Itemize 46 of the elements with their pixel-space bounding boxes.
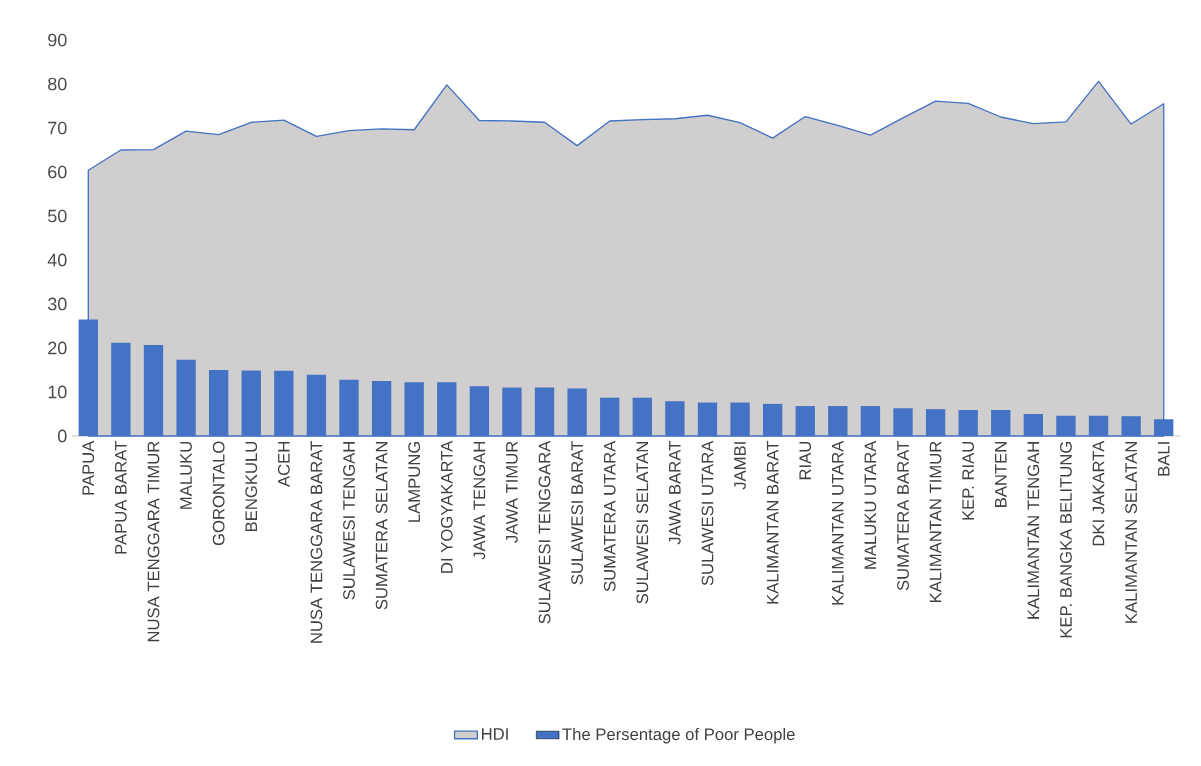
y-tick-label: 60 (48, 165, 67, 179)
x-tick-label: KALIMANTAN TENGAH (1027, 442, 1040, 619)
x-tick-label: LAMPUNG (408, 441, 421, 522)
y-tick-label: 50 (47, 209, 67, 223)
x-tick-label: KALIMANTAN TIMUR (929, 441, 942, 602)
x-tick-label: SULAWESI SELATAN (636, 442, 649, 604)
x-tick-label: KALIMANTAN BARAT (766, 441, 779, 604)
x-tick-label: NUSA TENGGARA TIMUR (147, 441, 160, 642)
x-tick-label: SUMATERA UTARA (603, 440, 616, 592)
x-tick-label: RIAU (799, 441, 812, 480)
x-tick-label: SULAWESI TENGAH (343, 442, 355, 600)
x-tick-label: SUMATERA SELATAN (375, 442, 388, 610)
x-tick-label: DKI JAKARTA (1092, 440, 1105, 546)
x-tick-label: KALIMANTAN UTARA (832, 440, 844, 605)
legend-label: The Persentage of Poor People (562, 727, 795, 744)
x-tick-label: SULAWESI TENGGARA (538, 440, 551, 624)
y-tick-label: 20 (48, 341, 67, 355)
x-tick-label: BALI (1157, 442, 1170, 476)
x-tick-label: PAPUA (82, 440, 95, 495)
x-tick-label: BENGKULU (245, 441, 258, 532)
x-tick-label: SULAWESI BARAT (571, 441, 584, 585)
x-tick-label: MALUKU (180, 441, 192, 509)
y-tick-label: 70 (48, 121, 67, 135)
x-tick-label: JAWA TIMUR (506, 441, 518, 543)
x-tick-label: NUSA TENGGARA BARAT (310, 441, 323, 643)
x-tick-label: JAWA TENGAH (473, 442, 486, 560)
y-tick-label: 30 (47, 297, 67, 311)
x-tick-label: JAMBI (734, 442, 746, 490)
y-tick-label: 80 (48, 77, 67, 91)
x-tick-label: BANTEN (995, 442, 1007, 507)
x-tick-label: PAPUA BARAT (115, 441, 127, 554)
y-tick-label: 40 (47, 253, 67, 267)
y-tick-label: 10 (48, 385, 67, 399)
x-tick-label: ACEH (277, 442, 290, 487)
x-tick-label: KEP. RIAU (962, 442, 974, 520)
x-tick-label: JAWA BARAT (669, 441, 681, 545)
legend-label: HDI (482, 728, 508, 740)
y-tick-label: 90 (48, 33, 67, 47)
x-tick-label: SULAWESI UTARA (701, 440, 714, 586)
x-tick-label: MALUKU UTARA (864, 440, 877, 569)
x-tick-label: KALIMANTAN SELATAN (1125, 442, 1138, 623)
x-tick-label: SUMATERA BARAT (897, 441, 909, 591)
y-tick-label: 0 (58, 429, 67, 443)
x-tick-label: KEP. BANGKA BELITUNG (1060, 441, 1072, 638)
x-tick-label: DI YOGYAKARTA (440, 440, 453, 573)
x-tick-label: GORONTALO (212, 441, 225, 546)
